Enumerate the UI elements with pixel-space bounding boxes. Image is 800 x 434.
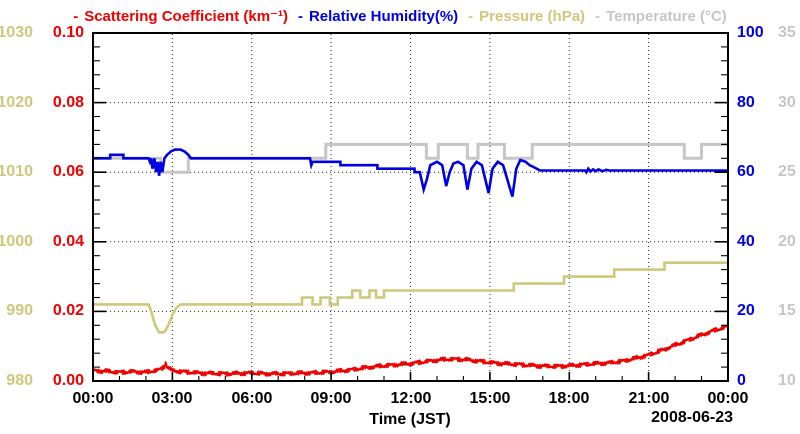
scattering-tick-label: 0.06 bbox=[52, 163, 84, 180]
scattering-tick-label: 0.02 bbox=[52, 302, 84, 319]
humidity-tick-label: 100 bbox=[737, 24, 764, 41]
temperature-tick-label: 25 bbox=[778, 163, 796, 180]
gridlines bbox=[94, 34, 727, 380]
legend-label: Temperature (°C) bbox=[606, 7, 727, 25]
legend-label: Relative Humidity(%) bbox=[308, 7, 459, 25]
date-label: 2008-06-23 bbox=[651, 409, 733, 426]
legend-dash-marker: - bbox=[297, 7, 303, 25]
scattering-tick-label: 0.04 bbox=[52, 233, 84, 250]
legend-label: Pressure (hPa) bbox=[479, 7, 586, 25]
legend-item-2: - Pressure (hPa) bbox=[468, 8, 585, 25]
legend-dash-marker: - bbox=[468, 7, 474, 25]
humidity-tick-label: 0 bbox=[737, 372, 746, 389]
pressure-tick-label: 1030 bbox=[0, 24, 33, 41]
scattering-tick-label: 0.08 bbox=[52, 94, 84, 111]
x-tick-label: 06:00 bbox=[231, 390, 273, 407]
x-tick-label: 00:00 bbox=[72, 390, 114, 407]
pressure-tick-label: 1010 bbox=[0, 163, 33, 180]
humidity-tick-label: 80 bbox=[737, 94, 755, 111]
legend-item-3: - Temperature (°C) bbox=[595, 8, 727, 25]
x-axis-title: Time (JST) bbox=[369, 411, 451, 428]
x-tick-label: 18:00 bbox=[548, 390, 590, 407]
series-pressure-line bbox=[93, 261, 728, 334]
x-tick-label: 00:00 bbox=[707, 390, 749, 407]
pressure-tick-label: 1020 bbox=[0, 94, 33, 111]
x-tick-label: 12:00 bbox=[390, 390, 432, 407]
temperature-tick-label: 10 bbox=[778, 372, 796, 389]
legend-item-0: - Scattering Coefficient (km⁻¹) bbox=[73, 7, 288, 26]
legend-item-1: - Relative Humidity(%) bbox=[298, 8, 458, 25]
legend-label: Scattering Coefficient (km⁻¹) bbox=[84, 8, 288, 25]
temperature-tick-label: 35 bbox=[778, 24, 796, 41]
humidity-tick-label: 20 bbox=[737, 302, 755, 319]
temperature-tick-label: 20 bbox=[778, 233, 796, 250]
scattering-tick-label: 0.00 bbox=[52, 372, 84, 389]
humidity-tick-label: 40 bbox=[737, 233, 755, 250]
x-tick-label: 03:00 bbox=[151, 390, 193, 407]
x-tick-label: 09:00 bbox=[310, 390, 352, 407]
humidity-tick-label: 60 bbox=[737, 163, 755, 180]
pressure-tick-label: 1000 bbox=[0, 233, 33, 250]
pressure-tick-label: 980 bbox=[6, 372, 33, 389]
pressure-tick-label: 990 bbox=[6, 302, 33, 319]
scattering-tick-label: 0.10 bbox=[52, 24, 84, 41]
x-tick-label: 15:00 bbox=[469, 390, 511, 407]
x-tick-label: 21:00 bbox=[628, 390, 670, 407]
temperature-tick-label: 15 bbox=[778, 302, 796, 319]
axis-ticks bbox=[92, 32, 729, 382]
legend-dash-marker: - bbox=[73, 7, 79, 25]
series-temperature-line bbox=[93, 142, 728, 174]
legend: - Scattering Coefficient (km⁻¹) - Relative … bbox=[0, 5, 800, 27]
legend-dash-marker: - bbox=[595, 7, 601, 25]
series-scattering-line bbox=[92, 324, 729, 378]
temperature-tick-label: 30 bbox=[778, 94, 796, 111]
series-humidity-line bbox=[93, 148, 728, 197]
